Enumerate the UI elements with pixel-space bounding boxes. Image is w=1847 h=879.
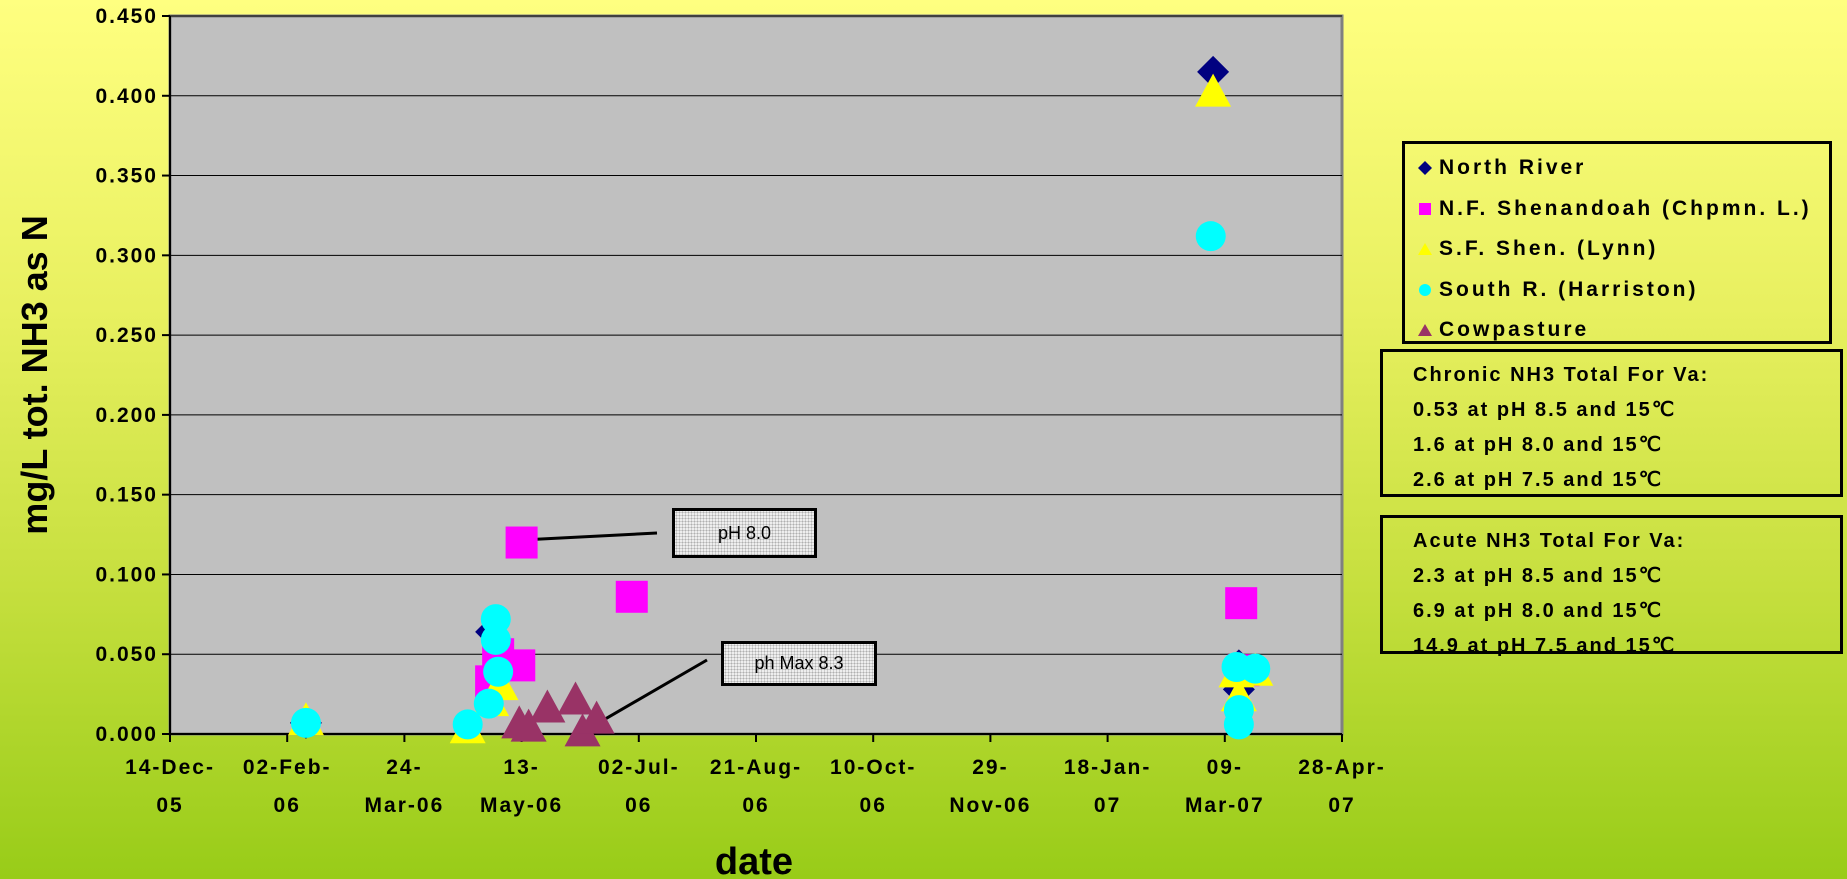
acute-line: 2.3 at pH 8.5 and 15℃ <box>1413 565 1664 587</box>
x-tick-labels: 14-Dec- 05 02-Feb- 06 24- Mar-06 13- May-06 02-J… <box>125 756 1386 817</box>
triangle-marker-icon <box>1418 324 1432 337</box>
chronic-line: 2.6 at pH 7.5 and 15℃ <box>1413 469 1664 491</box>
y-tick-label: 0.300 <box>95 244 158 267</box>
square-marker-icon <box>1419 202 1431 215</box>
acute-line: 14.9 at pH 7.5 and 15℃ <box>1413 635 1677 657</box>
x-axis-title: date <box>715 841 793 879</box>
x-tick-label: Mar-06 <box>365 794 445 817</box>
data-point-circle <box>452 709 483 740</box>
legend-item-sf-shen: S.F. Shen. (Lynn) <box>1417 229 1829 270</box>
x-tick-label: 24- <box>386 756 422 779</box>
chronic-line: 1.6 at pH 8.0 and 15℃ <box>1413 434 1664 456</box>
y-tick-label: 0.250 <box>95 324 158 347</box>
legend-item-cowpasture: Cowpasture <box>1417 310 1829 351</box>
x-tick-label: 21-Aug- <box>710 756 802 779</box>
data-point-triangle <box>557 681 594 715</box>
data-point-circle <box>290 707 321 738</box>
legend-item-nf-shenandoah: N.F. Shenandoah (Chpmn. L.) <box>1417 189 1829 230</box>
legend-item-north-river: North River <box>1417 148 1829 189</box>
acute-criteria-box: Acute NH3 Total For Va: 2.3 at pH 8.5 an… <box>1380 515 1843 657</box>
data-point-circle <box>473 688 504 719</box>
x-tick-label: 07 <box>1328 794 1355 817</box>
x-tick-label: 06 <box>742 794 769 817</box>
x-tick-label: 02-Feb- <box>243 756 332 779</box>
x-tick-label: 28-Apr- <box>1298 756 1386 779</box>
data-point-triangle <box>510 708 547 742</box>
x-tick-label: 18-Jan- <box>1064 756 1152 779</box>
chronic-criteria-box: Chronic NH3 Total For Va: 0.53 at pH 8.5… <box>1380 349 1843 497</box>
x-tick-label: 13- <box>503 756 539 779</box>
chart-legend: North River N.F. Shenandoah (Chpmn. L.) … <box>1402 141 1832 344</box>
y-tick-label: 0.150 <box>95 484 158 507</box>
data-points <box>287 55 1274 747</box>
data-point-circle <box>1223 709 1254 740</box>
data-point-triangle <box>578 700 615 734</box>
x-tick-label: 02-Jul- <box>598 756 680 779</box>
annotation-ph-8-0-text: pH 8.0 <box>717 522 772 543</box>
annotation-leader-line <box>531 531 658 542</box>
data-point-circle <box>483 656 514 687</box>
x-tick-label: 14-Dec- <box>125 756 215 779</box>
data-point-square <box>505 526 538 559</box>
x-tick-label: 07 <box>1094 794 1121 817</box>
chronic-heading: Chronic NH3 Total For Va: <box>1413 364 1710 386</box>
y-tick-label: 0.450 <box>95 5 158 28</box>
data-point-circle <box>1240 653 1271 684</box>
x-tick-label: 29- <box>972 756 1008 779</box>
x-tick-label: 06 <box>625 794 652 817</box>
data-point-triangle <box>1195 73 1232 107</box>
data-point-circle <box>1195 221 1226 252</box>
annotation-ph-max-8-3: ph Max 8.3 <box>721 641 877 686</box>
annotation-leader-line <box>594 658 708 727</box>
x-tick-label: 05 <box>156 794 183 817</box>
plot-area <box>168 14 1344 736</box>
data-point-square <box>1225 587 1258 620</box>
gridlines <box>162 15 1343 742</box>
legend-label: North River <box>1439 156 1587 180</box>
y-tick-label: 0.000 <box>95 723 158 746</box>
x-tick-label: 06 <box>274 794 301 817</box>
legend-label: N.F. Shenandoah (Chpmn. L.) <box>1439 196 1812 220</box>
x-tick-label: 06 <box>860 794 887 817</box>
data-point-triangle <box>529 689 566 723</box>
triangle-marker-icon <box>1418 243 1432 256</box>
y-tick-label: 0.050 <box>95 643 158 666</box>
x-tick-label: 10-Oct- <box>830 756 916 779</box>
annotation-ph-8-0: pH 8.0 <box>672 508 817 558</box>
y-tick-label: 0.400 <box>95 85 158 108</box>
annotation-ph-max-8-3-text: ph Max 8.3 <box>754 653 844 673</box>
annotation-leaders <box>531 531 708 727</box>
acute-heading: Acute NH3 Total For Va: <box>1413 530 1686 552</box>
data-point-square <box>615 580 648 613</box>
diamond-marker-icon <box>1418 161 1432 176</box>
legend-label: Cowpasture <box>1439 318 1590 342</box>
data-point-circle <box>480 624 511 655</box>
x-tick-label: Mar-07 <box>1185 794 1265 817</box>
legend-label: South R. (Harriston) <box>1439 277 1699 301</box>
circle-marker-icon <box>1419 283 1431 296</box>
y-tick-label: 0.100 <box>95 563 158 586</box>
legend-item-south-r: South R. (Harriston) <box>1417 270 1829 311</box>
x-tick-label: 09- <box>1207 756 1243 779</box>
x-tick-label: May-06 <box>480 794 563 817</box>
acute-line: 6.9 at pH 8.0 and 15℃ <box>1413 600 1664 622</box>
data-point-diamond <box>1197 55 1230 88</box>
y-tick-label: 0.200 <box>95 404 158 427</box>
chronic-line: 0.53 at pH 8.5 and 15℃ <box>1413 399 1677 421</box>
data-point-circle <box>480 604 511 635</box>
x-tick-label: Nov-06 <box>949 794 1031 817</box>
legend-label: S.F. Shen. (Lynn) <box>1439 237 1659 261</box>
y-axis-title: mg/L tot. NH3 as N <box>14 215 55 534</box>
y-tick-label: 0.350 <box>95 165 158 188</box>
y-tick-labels: 0.000 0.050 0.100 0.150 0.200 0.250 0.300 0.350… <box>95 5 158 746</box>
